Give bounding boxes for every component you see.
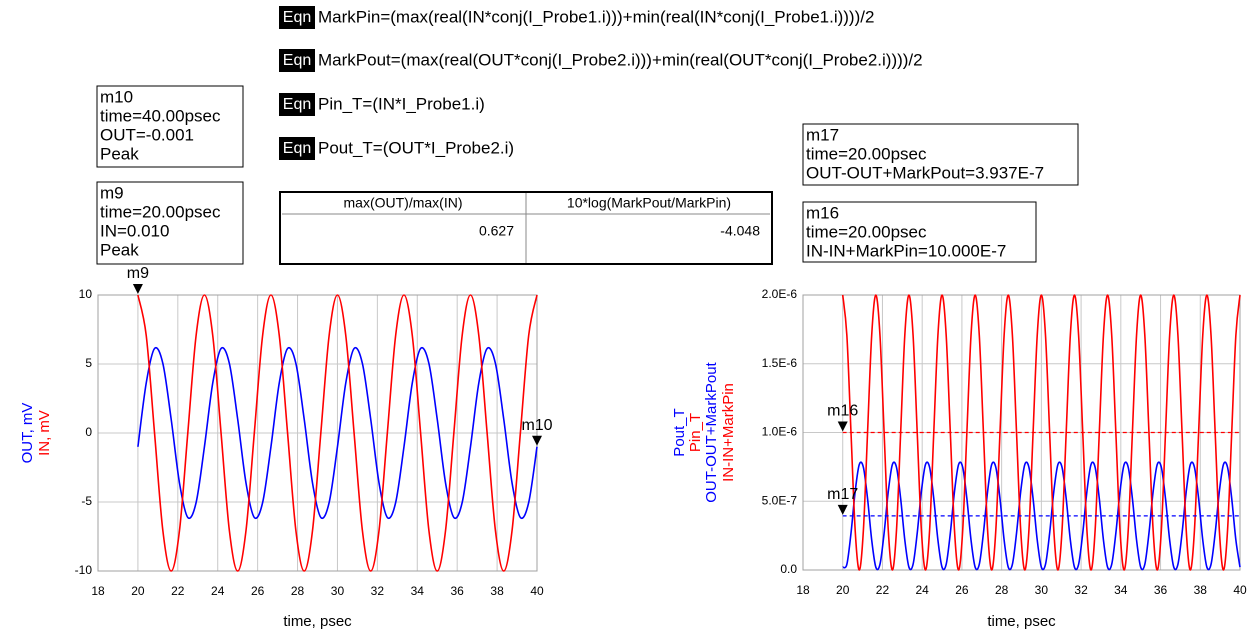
marker-label: m10 — [521, 417, 552, 434]
x-tick-label: 34 — [1114, 583, 1128, 597]
eqn-badge — [279, 49, 315, 72]
x-tick-label: 36 — [1154, 583, 1168, 597]
x-tick-label: 32 — [1074, 583, 1088, 597]
series-line — [137, 346, 538, 520]
marker — [837, 504, 848, 515]
table-header: max(OUT)/max(IN) — [344, 195, 463, 211]
equation: Pin_T=(IN*I_Probe1.i) — [318, 94, 485, 113]
x-tick-label: 34 — [411, 584, 425, 598]
readout-line: Peak — [100, 240, 139, 259]
readout-line: Peak — [100, 144, 139, 163]
equation: Pout_T=(OUT*I_Probe2.i) — [318, 138, 514, 157]
y-tick-label: 1.5E-6 — [762, 356, 798, 370]
readout-line: IN=0.010 — [100, 221, 169, 240]
x-tick-label: 38 — [1194, 583, 1208, 597]
equation: MarkPin=(max(real(IN*conj(I_Probe1.i)))+… — [318, 7, 874, 26]
table-cell: -4.048 — [720, 223, 760, 239]
readout-line: IN-IN+MarkPin=10.000E-7 — [806, 241, 1006, 260]
x-axis-title: time, psec — [987, 613, 1056, 630]
table-header: 10*log(MarkPout/MarkPin) — [567, 195, 731, 211]
readout-line: m9 — [100, 183, 124, 202]
series-line — [842, 461, 1241, 571]
y-tick-label: -5 — [81, 494, 92, 508]
plot-border — [97, 294, 538, 572]
readout-line: OUT=-0.001 — [100, 125, 194, 144]
x-tick-label: 20 — [131, 584, 145, 598]
y-tick-label: 0 — [85, 425, 92, 439]
readout-line: m10 — [100, 87, 133, 106]
readout-line: m16 — [806, 203, 839, 222]
eqn-badge — [279, 137, 315, 160]
eqn-badge — [279, 93, 315, 116]
x-tick-label: 38 — [490, 584, 504, 598]
marker-label: m16 — [827, 403, 858, 420]
series-line — [137, 294, 538, 572]
y-tick-label: 1.0E-6 — [762, 425, 798, 439]
readout-line: time=20.00psec — [806, 222, 927, 241]
x-tick-label: 32 — [371, 584, 385, 598]
x-tick-label: 26 — [251, 584, 265, 598]
series-label: IN, mV — [36, 410, 53, 456]
series-label: OUT-OUT+MarkPout — [703, 361, 720, 502]
x-tick-label: 36 — [451, 584, 465, 598]
x-axis-title: time, psec — [283, 613, 352, 630]
x-tick-label: 22 — [876, 583, 890, 597]
x-tick-label: 24 — [211, 584, 225, 598]
x-tick-label: 18 — [91, 584, 105, 598]
marker — [132, 284, 143, 294]
x-tick-label: 28 — [291, 584, 305, 598]
x-tick-label: 26 — [955, 583, 969, 597]
eqn-badge — [279, 6, 315, 29]
marker — [532, 435, 542, 446]
series-line — [841, 294, 1241, 571]
readout-line: m17 — [806, 125, 839, 144]
y-tick-label: 10 — [79, 287, 93, 301]
y-tick-label: 5.0E-7 — [762, 493, 798, 507]
x-tick-label: 40 — [530, 584, 544, 598]
series-label: Pin_T — [687, 413, 704, 452]
readout-line: OUT-OUT+MarkPout=3.937E-7 — [806, 163, 1044, 182]
marker-readout — [96, 181, 244, 265]
x-tick-label: 28 — [995, 583, 1009, 597]
y-tick-label: 5 — [85, 356, 92, 370]
marker-label: m17 — [827, 486, 858, 503]
y-tick-label: 0.0 — [780, 562, 797, 576]
x-tick-label: 30 — [331, 584, 345, 598]
marker-label: m9 — [127, 265, 149, 282]
table-cell: 0.627 — [479, 223, 514, 239]
plot-border — [802, 294, 1241, 571]
marker-readout — [802, 123, 1079, 186]
marker-readout — [96, 85, 244, 168]
readout-line: time=40.00psec — [100, 106, 221, 125]
readout-line: time=20.00psec — [806, 144, 927, 163]
x-tick-label: 22 — [171, 584, 185, 598]
series-label: Pout_T — [671, 408, 688, 456]
eqn-tag: Eqn — [283, 140, 311, 157]
eqn-tag: Eqn — [283, 9, 311, 26]
marker-readout — [802, 201, 1037, 263]
y-tick-label: 2.0E-6 — [762, 287, 798, 301]
series-label: OUT, mV — [19, 403, 36, 464]
x-tick-label: 20 — [836, 583, 850, 597]
x-tick-label: 18 — [796, 583, 810, 597]
x-tick-label: 40 — [1233, 583, 1247, 597]
readout-line: time=20.00psec — [100, 202, 221, 221]
equation: MarkPout=(max(real(OUT*conj(I_Probe2.i))… — [318, 50, 923, 69]
y-tick-label: -10 — [75, 563, 93, 577]
eqn-tag: Eqn — [283, 96, 311, 113]
eqn-tag: Eqn — [283, 52, 311, 69]
marker — [837, 421, 848, 432]
x-tick-label: 24 — [916, 583, 930, 597]
series-label: IN-IN+MarkPin — [720, 383, 737, 482]
x-tick-label: 30 — [1035, 583, 1049, 597]
